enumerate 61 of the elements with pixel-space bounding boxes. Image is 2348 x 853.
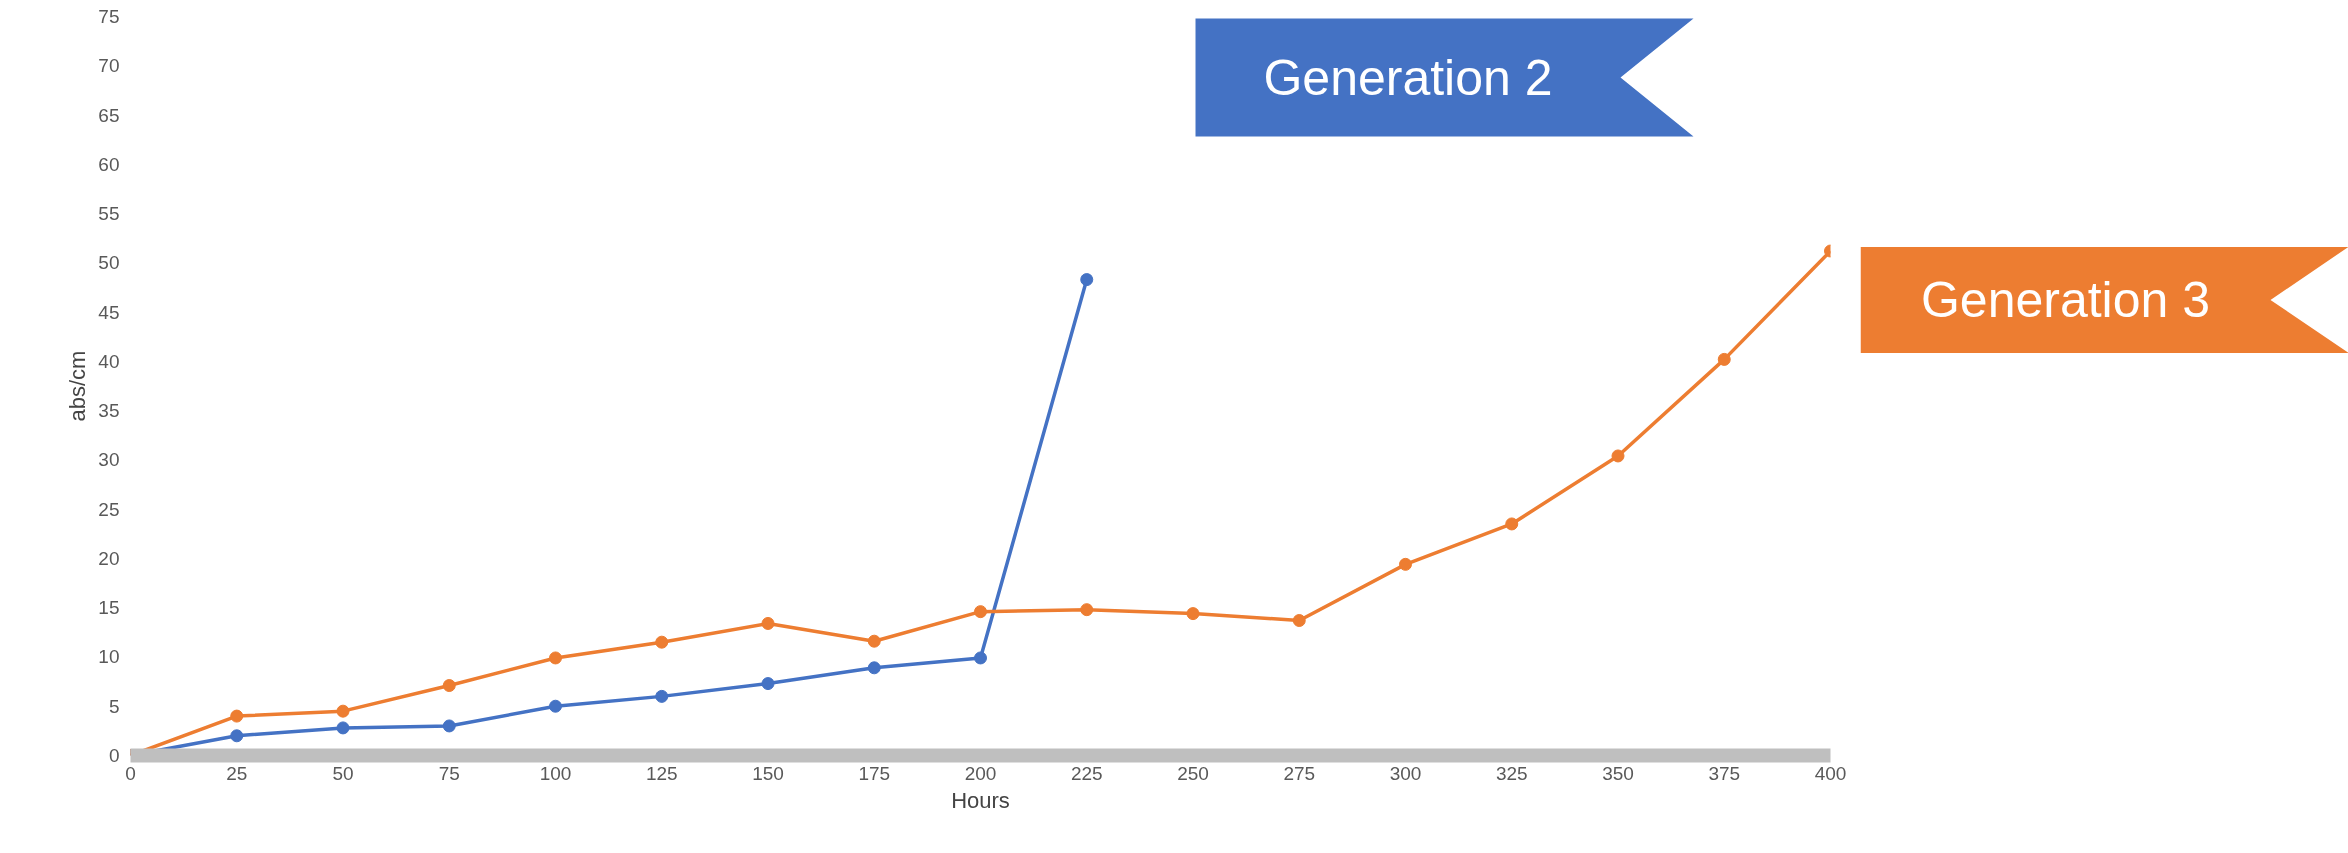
x-tick-label: 125 xyxy=(645,762,678,784)
y-tick-label: 20 xyxy=(98,547,120,569)
y-tick-label: 35 xyxy=(98,400,120,422)
point xyxy=(1505,517,1519,531)
x-tick-label: 75 xyxy=(438,762,460,784)
x-tick-label: 200 xyxy=(964,762,997,784)
point xyxy=(336,721,350,735)
y-tick-label: 55 xyxy=(98,203,120,225)
point xyxy=(974,651,987,665)
y-tick-label: 70 xyxy=(98,55,120,77)
point xyxy=(442,679,456,693)
y-tick-label: 65 xyxy=(98,104,120,126)
point xyxy=(549,651,562,665)
x-tick-label: 275 xyxy=(1283,762,1316,784)
y-axis-title: abs/cm xyxy=(65,350,91,422)
y-tick-label: 60 xyxy=(98,153,120,175)
y-tick-label: 50 xyxy=(98,252,120,274)
point xyxy=(1611,449,1625,463)
x-tick-label: 375 xyxy=(1708,762,1741,784)
x-tick-label: 325 xyxy=(1495,762,1528,784)
y-tick-label: 40 xyxy=(98,350,120,372)
x-tick-label: 250 xyxy=(1177,762,1209,784)
point xyxy=(1717,352,1731,366)
point xyxy=(1292,614,1306,627)
series-label: Generation 3 xyxy=(1920,271,2211,328)
point xyxy=(1080,273,1094,287)
point xyxy=(1080,603,1094,617)
point xyxy=(230,729,244,743)
x-tick-label: 100 xyxy=(539,762,572,784)
y-tick-label: 10 xyxy=(98,646,120,668)
y-tick-label: 30 xyxy=(98,449,120,471)
x-tick-label: 300 xyxy=(1389,762,1422,784)
y-tick-label: 75 xyxy=(98,6,120,27)
point xyxy=(230,709,244,723)
point xyxy=(655,635,669,649)
point xyxy=(761,616,775,630)
point xyxy=(867,634,881,648)
point xyxy=(761,677,775,691)
x-tick-label: 150 xyxy=(752,762,784,784)
x-tick-label: 25 xyxy=(226,762,248,784)
point xyxy=(1186,607,1200,621)
x-tick-label: 400 xyxy=(1814,762,1847,784)
point xyxy=(1399,557,1412,571)
x-axis-title: Hours xyxy=(951,787,1010,813)
point xyxy=(867,661,881,675)
x-tick-label: 175 xyxy=(858,762,891,784)
text: Generation 2 xyxy=(1263,49,1553,106)
x-tick-label: 350 xyxy=(1602,762,1634,784)
y-tick-label: 45 xyxy=(98,301,120,323)
y-tick-label: 15 xyxy=(98,597,120,619)
point xyxy=(549,699,562,713)
point xyxy=(974,605,987,619)
y-tick-label: 0 xyxy=(108,745,120,766)
y-tick-label: 5 xyxy=(108,695,120,717)
y-tick-label: 25 xyxy=(98,498,120,520)
point xyxy=(655,689,669,703)
x-tick-label: 225 xyxy=(1070,762,1103,784)
point xyxy=(336,704,350,718)
x-tick-label: 0 xyxy=(125,762,136,784)
point xyxy=(442,719,456,733)
x-tick-label: 50 xyxy=(332,762,354,784)
